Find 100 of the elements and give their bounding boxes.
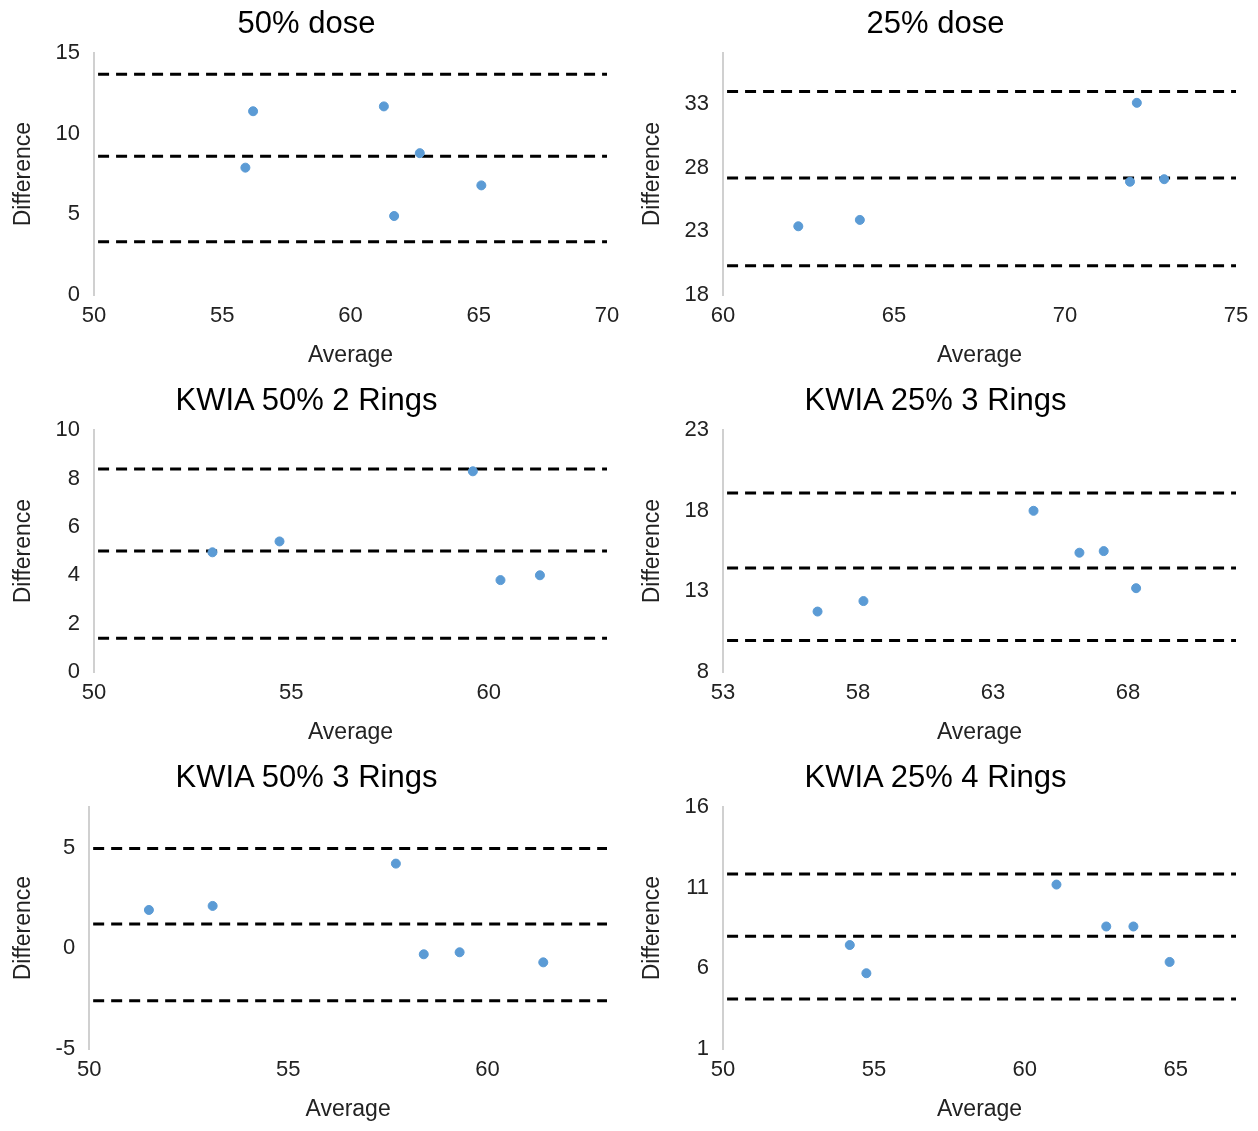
chart-title: 25% dose (866, 5, 1005, 41)
y-tick-label: 18 (684, 281, 710, 307)
x-tick-label: 65 (1163, 1056, 1188, 1082)
point (274, 536, 285, 547)
point (454, 947, 465, 958)
y-axis-title: Difference (9, 498, 36, 604)
x-tick-label: 68 (1115, 679, 1141, 705)
y-tick-label: 8 (67, 464, 81, 490)
point (414, 148, 425, 159)
x-tick-label: 58 (845, 679, 871, 705)
x-tick-label: 70 (594, 302, 620, 328)
point (207, 900, 218, 911)
y-axis-title: Difference (638, 121, 665, 227)
y-tick-label: 0 (67, 281, 81, 307)
x-tick-label: 60 (476, 679, 501, 705)
point (861, 968, 872, 979)
x-axis-title: Average (305, 1094, 391, 1121)
x-axis-title: Average (936, 340, 1023, 367)
y-tick-label: 6 (67, 512, 81, 538)
point (1131, 583, 1142, 594)
point (143, 904, 154, 915)
x-tick-label: 55 (276, 1056, 301, 1082)
point (495, 575, 506, 586)
x-axis-title: Average (307, 340, 394, 367)
point (389, 211, 400, 222)
point (1028, 505, 1039, 516)
point (1051, 879, 1062, 890)
x-tick-label: 55 (210, 302, 235, 328)
point (793, 221, 804, 232)
x-tick-label: 60 (475, 1056, 500, 1082)
y-tick-label: 4 (67, 561, 81, 587)
y-tick-label: 0 (62, 934, 76, 960)
point (207, 547, 218, 558)
x-tick-label: 50 (76, 1056, 102, 1082)
point (467, 466, 478, 477)
chart-title: KWIA 50% 3 Rings (175, 759, 438, 795)
y-tick-label: 5 (67, 200, 81, 226)
y-tick-label: 5 (62, 833, 76, 859)
y-tick-label: 18 (684, 496, 710, 522)
point (1124, 176, 1135, 187)
point (858, 596, 869, 607)
y-tick-label: 1 (696, 1035, 710, 1061)
x-tick-label: 70 (1052, 302, 1078, 328)
point (418, 949, 429, 960)
y-tick-label: 11 (686, 873, 710, 899)
y-tick-label: 10 (55, 119, 81, 145)
y-axis-title: Difference (9, 875, 36, 981)
point (390, 858, 401, 869)
point (248, 106, 259, 117)
y-tick-label: 23 (684, 217, 710, 243)
point (1101, 921, 1112, 932)
point (476, 180, 487, 191)
point (854, 214, 865, 225)
point (844, 940, 855, 951)
x-tick-label: 53 (710, 679, 736, 705)
y-tick-label: 10 (55, 416, 81, 442)
x-tick-label: 60 (1012, 1056, 1038, 1082)
y-tick-label: 8 (696, 658, 710, 684)
y-tick-label: 15 (55, 39, 81, 65)
y-axis-title: Difference (9, 121, 36, 227)
point (1131, 97, 1142, 108)
x-tick-label: 50 (81, 679, 107, 705)
chart-title: 50% dose (237, 5, 376, 41)
point (812, 606, 823, 617)
point (1159, 174, 1170, 185)
x-tick-label: 63 (980, 679, 1006, 705)
x-tick-label: 65 (466, 302, 492, 328)
chart-title: KWIA 25% 3 Rings (804, 382, 1067, 418)
x-tick-label: 75 (1223, 302, 1249, 328)
x-tick-label: 55 (861, 1056, 887, 1082)
x-tick-label: 50 (81, 302, 107, 328)
x-tick-label: 55 (279, 679, 304, 705)
x-tick-label: 50 (710, 1056, 736, 1082)
point (240, 162, 251, 173)
chart-title: KWIA 50% 2 Rings (175, 382, 438, 418)
x-axis-title: Average (936, 1094, 1023, 1121)
y-tick-label: 28 (684, 153, 710, 179)
y-tick-label: 6 (696, 954, 710, 980)
chart-title: KWIA 25% 4 Rings (804, 759, 1067, 795)
x-axis-title: Average (307, 717, 394, 744)
point (1074, 547, 1085, 558)
y-tick-label: 2 (67, 609, 81, 635)
point (538, 957, 549, 968)
point (1098, 546, 1109, 557)
y-axis-title: Difference (638, 498, 665, 604)
point (1128, 921, 1139, 932)
x-axis-title: Average (936, 717, 1023, 744)
y-tick-label: 0 (67, 658, 81, 684)
x-tick-label: 65 (881, 302, 907, 328)
y-tick-label: -5 (55, 1035, 76, 1061)
y-tick-label: 33 (684, 90, 710, 116)
y-tick-label: 16 (684, 793, 710, 819)
y-tick-label: 13 (684, 577, 710, 603)
point (1164, 956, 1175, 967)
point (534, 570, 545, 581)
point (378, 101, 389, 112)
x-tick-label: 60 (710, 302, 736, 328)
y-tick-label: 23 (684, 416, 710, 442)
x-tick-label: 60 (338, 302, 363, 328)
y-axis-title: Difference (638, 875, 665, 981)
